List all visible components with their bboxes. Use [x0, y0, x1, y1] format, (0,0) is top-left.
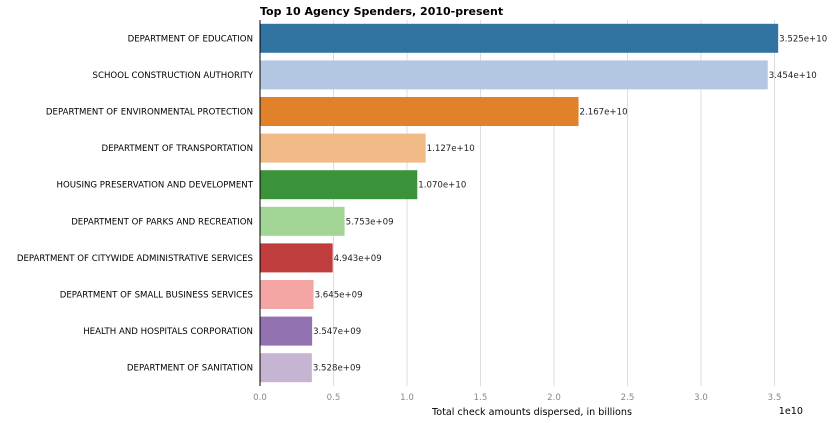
category-labels: DEPARTMENT OF EDUCATION SCHOOL CONSTRUCTI…: [17, 34, 254, 373]
bar: [260, 316, 313, 346]
value-label: 3.454e+10: [769, 71, 817, 81]
bar: [260, 133, 426, 163]
x-tick-label: 1.5: [474, 393, 488, 403]
bar: [260, 280, 314, 309]
value-labels: 3.525e+10 3.454e+10 2.167e+10 1.127e+10 1.07…: [313, 34, 827, 373]
value-label: 2.167e+10: [580, 108, 628, 118]
category-label: DEPARTMENT OF ENVIRONMENTAL PROTECTION: [46, 108, 253, 118]
value-label: 3.525e+10: [779, 34, 827, 44]
value-label: 3.547e+09: [313, 327, 361, 337]
x-tick-label: 3.5: [768, 393, 782, 403]
x-tick-label: 1.0: [400, 393, 414, 403]
category-label: DEPARTMENT OF SMALL BUSINESS SERVICES: [60, 291, 253, 301]
bar: [260, 243, 333, 273]
value-label: 3.645e+09: [315, 291, 363, 301]
bars: [260, 23, 779, 383]
bar: [260, 353, 312, 383]
category-label: DEPARTMENT OF EDUCATION: [128, 34, 253, 44]
x-tick-label: 0.5: [327, 393, 341, 403]
category-label: DEPARTMENT OF CITYWIDE ADMINISTRATIVE SE…: [17, 254, 253, 264]
x-tick-label: 3.0: [694, 393, 708, 403]
category-label: DEPARTMENT OF PARKS AND RECREATION: [71, 217, 253, 227]
chart-title: Top 10 Agency Spenders, 2010-present: [260, 5, 503, 18]
value-label: 1.127e+10: [427, 144, 475, 154]
value-label: 3.528e+09: [313, 364, 361, 374]
bar: [260, 60, 768, 90]
bar: [260, 23, 779, 53]
bar: [260, 170, 418, 200]
category-label: HOUSING PRESERVATION AND DEVELOPMENT: [56, 181, 253, 191]
category-label: DEPARTMENT OF SANITATION: [127, 364, 253, 374]
category-label: HEALTH AND HOSPITALS CORPORATION: [83, 327, 253, 337]
bar: [260, 206, 345, 236]
x-tick-label: 0.0: [253, 393, 267, 403]
x-axis-label: Total check amounts dispersed, in billio…: [431, 407, 632, 418]
x-tick-labels: 0.0 0.5 1.0 1.5 2.0 2.5 3.0 3.5: [253, 393, 781, 403]
x-axis-offset-label: 1e10: [779, 406, 803, 417]
category-label: SCHOOL CONSTRUCTION AUTHORITY: [93, 71, 254, 81]
x-tick-label: 2.5: [621, 393, 635, 403]
value-label: 5.753e+09: [346, 217, 394, 227]
value-label: 1.070e+10: [418, 181, 466, 191]
category-label: DEPARTMENT OF TRANSPORTATION: [101, 144, 253, 154]
value-label: 4.943e+09: [334, 254, 382, 264]
bar: [260, 97, 579, 126]
x-tick-label: 2.0: [547, 393, 561, 403]
